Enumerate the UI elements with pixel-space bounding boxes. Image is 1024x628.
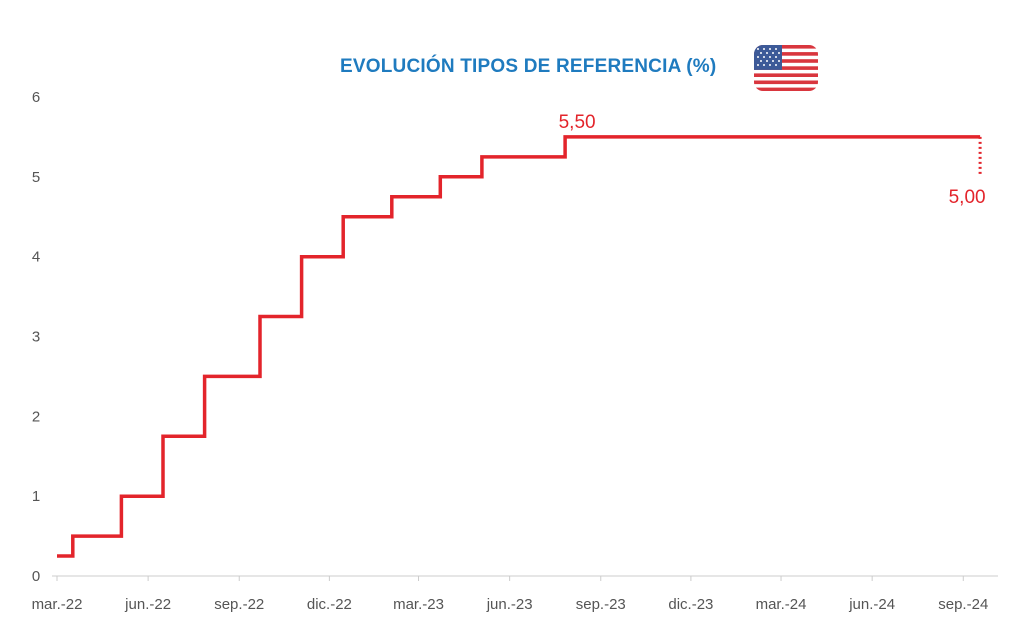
x-tick-label: jun.-23 [486,596,533,613]
y-tick-label: 4 [32,249,40,266]
y-tick-label: 3 [32,329,40,346]
x-tick-label: mar.-24 [756,596,807,613]
x-tick-label: dic.-22 [307,596,352,613]
us-flag-icon [754,45,818,91]
x-tick-label: jun.-22 [124,596,171,613]
x-tick-label: sep.-23 [576,596,626,613]
annotation-label-max: 5,50 [559,112,596,133]
x-tick-label: dic.-23 [668,596,713,613]
x-tick-label: sep.-24 [938,596,988,613]
y-tick-label: 5 [32,169,40,186]
x-tick-label: jun.-24 [848,596,895,613]
x-tick-label: mar.-22 [32,596,83,613]
y-tick-label: 2 [32,408,40,425]
x-tick-label: mar.-23 [393,596,444,613]
chart-title: EVOLUCIÓN TIPOS DE REFERENCIA (%) [340,56,717,77]
x-tick-label: sep.-22 [214,596,264,613]
annotation-label-latest: 5,00 [949,187,986,208]
y-tick-label: 6 [32,89,40,106]
y-tick-label: 0 [32,568,40,585]
y-tick-label: 1 [32,488,40,505]
rate-series-line [57,135,981,558]
